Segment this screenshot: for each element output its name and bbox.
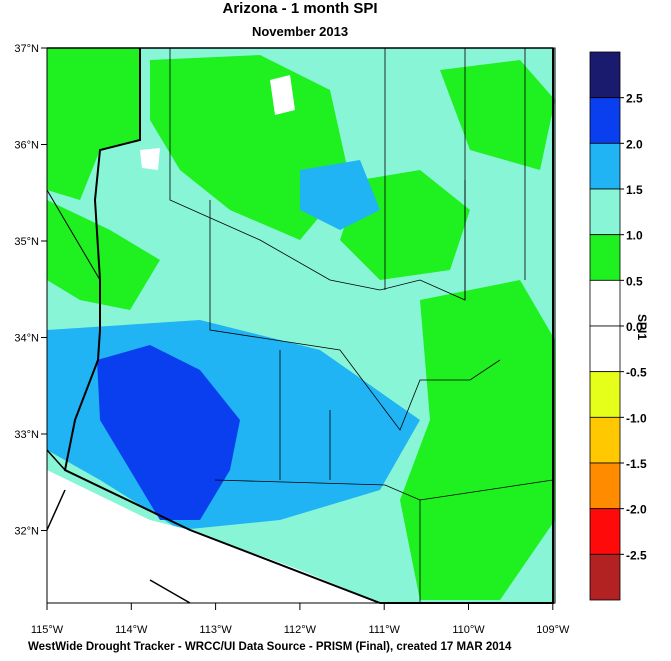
- map-raster: [47, 48, 555, 603]
- colorbar-bin: [589, 51, 621, 99]
- colorbar-tick-label: 0.0: [626, 320, 643, 334]
- lat-tick-label: 33°N: [14, 429, 39, 441]
- lat-tick-label: 32°N: [14, 526, 39, 538]
- lat-tick-label: 34°N: [14, 333, 39, 345]
- colorbar-tick-label: 1.5: [626, 183, 643, 197]
- colorbar-tick-label: -0.5: [626, 366, 647, 380]
- county-lines: [169, 48, 554, 603]
- colorbar-tick-label: -1.0: [626, 411, 647, 425]
- colorbar-tick-label: 2.0: [626, 137, 643, 151]
- lat-tick-label: 36°N: [14, 140, 39, 152]
- lon-tick-label: 109°W: [536, 624, 570, 636]
- title: Arizona - 1 month SPI: [222, 0, 377, 17]
- lon-tick-label: 112°W: [284, 624, 317, 636]
- lon-tick-label: 111°W: [368, 624, 400, 636]
- colorbar-bin: [589, 279, 621, 327]
- colorbar-bin: [589, 508, 621, 555]
- colorbar-bin: [589, 97, 621, 144]
- colorbar-bin: [589, 188, 621, 236]
- colorbar-bin: [589, 553, 621, 601]
- colorbar-bin: [589, 234, 621, 281]
- lon-tick-label: 114°W: [115, 624, 148, 636]
- colorbar-bin: [589, 325, 621, 373]
- footer: WestWide Drought Tracker - WRCC/UI Data …: [28, 641, 512, 653]
- colorbar-bin: [589, 142, 621, 190]
- colorbar-bin: [589, 416, 621, 464]
- colorbar-bin: [589, 462, 621, 510]
- map-frame: [46, 47, 556, 604]
- subtitle: November 2013: [252, 24, 348, 39]
- colorbar-tick-label: -2.5: [626, 548, 647, 562]
- colorbar-tick-label: 2.5: [626, 92, 643, 106]
- colorbar-tick-label: -1.5: [626, 457, 647, 471]
- colorbar-tick-label: -2.0: [626, 503, 647, 517]
- colorbar-bin: [589, 371, 621, 418]
- lat-tick-label: 35°N: [14, 236, 39, 248]
- colorbar-tick-label: 1.0: [626, 229, 643, 243]
- lon-tick-label: 115°W: [31, 624, 64, 636]
- lon-tick-label: 113°W: [199, 624, 232, 636]
- colorbar-tick-label: 0.5: [626, 274, 643, 288]
- colorbar-label: SPI1: [635, 314, 649, 340]
- lat-tick-label: 37°N: [14, 43, 39, 55]
- lon-tick-label: 110°W: [452, 624, 485, 636]
